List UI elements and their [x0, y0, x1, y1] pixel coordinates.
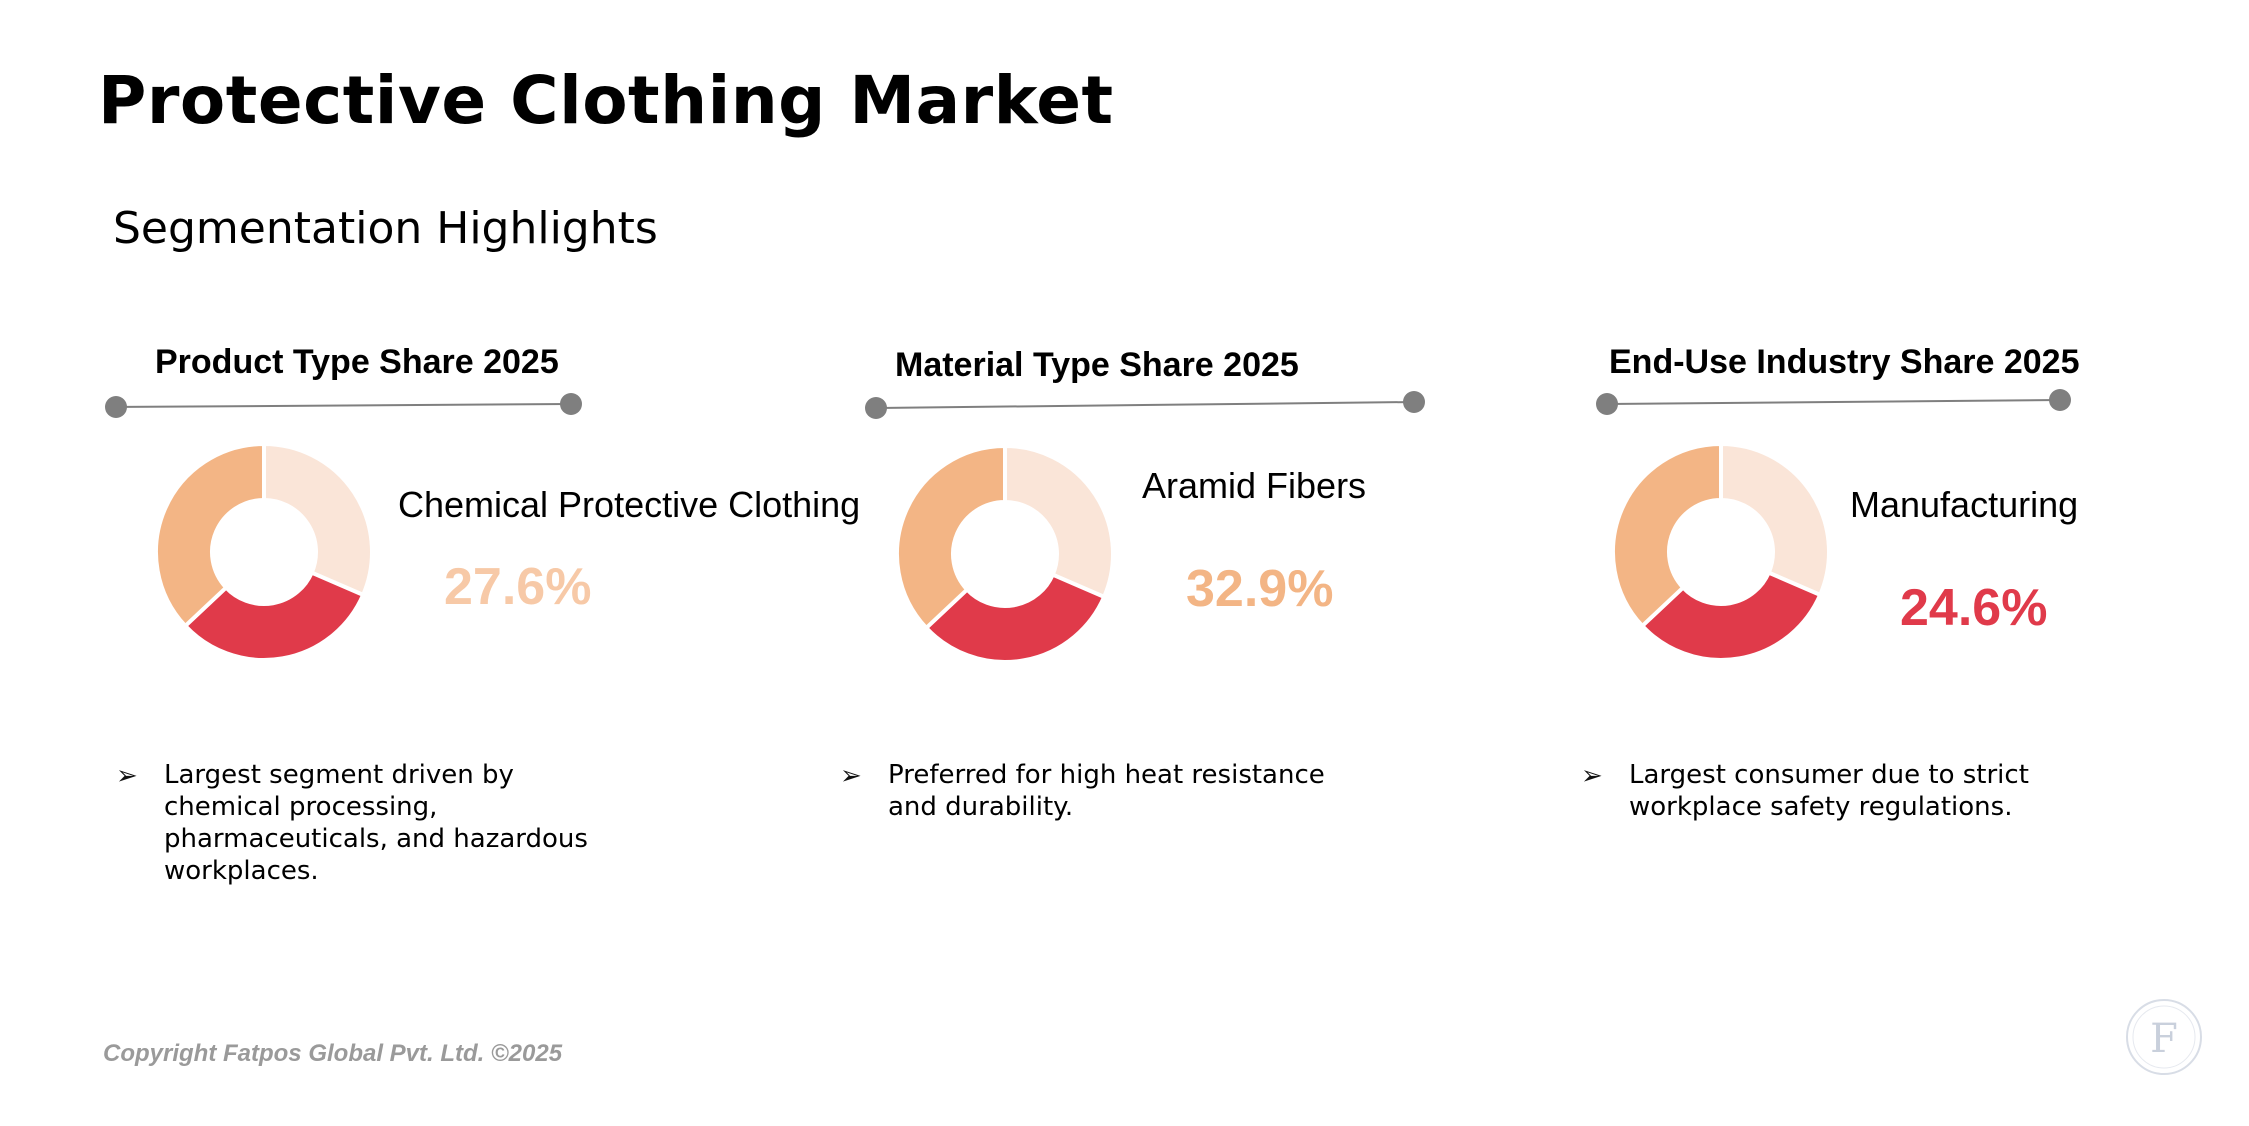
panel-connector [105, 393, 582, 418]
bullet-text: Largest segment driven by chemical proce… [164, 760, 588, 886]
panel-title: End-Use Industry Share 2025 [1609, 343, 2080, 381]
copyright-text: Copyright Fatpos Global Pvt. Ltd. ©2025 [103, 1040, 563, 1067]
donut-chart [895, 444, 1115, 664]
bullet-item: ➢ Largest consumer due to strict workpla… [1581, 759, 2089, 823]
segment-panel-material-type: Material Type Share 2025 Aramid Fibers 3… [840, 0, 1566, 1126]
segment-value: 27.6% [444, 558, 592, 616]
donut-slice-2 [1639, 570, 1823, 662]
donut-segments [895, 444, 1115, 664]
segment-value: 32.9% [1186, 560, 1334, 618]
donut-chart [1611, 442, 1831, 662]
donut-slice-3 [895, 444, 1007, 631]
bullet-item: ➢ Largest segment driven by chemical pro… [116, 759, 604, 887]
segment-label: Aramid Fibers [1142, 465, 1367, 506]
connector-end-dot [560, 393, 582, 415]
donut-slice-2 [923, 572, 1107, 664]
page-subtitle: Segmentation Highlights [113, 203, 658, 254]
fatpos-logo-icon: F [2126, 999, 2202, 1075]
donut-slice-3 [154, 442, 266, 629]
arrow-bullet-icon: ➢ [116, 760, 138, 790]
panel-title: Product Type Share 2025 [155, 343, 559, 381]
segment-panel-product-type: Product Type Share 2025 Chemical Protect… [105, 0, 860, 1126]
segment-label: Chemical Protective Clothing [398, 484, 861, 525]
segment-panel-end-use-industry: End-Use Industry Share 2025 Manufacturin… [1581, 0, 2249, 1126]
bullet-item: ➢ Preferred for high heat resistance and… [840, 759, 1348, 823]
bullet-text: Largest consumer due to strict workplace… [1629, 760, 2029, 822]
donut-slice-3 [1611, 442, 1723, 629]
connector-end-dot [2049, 389, 2071, 411]
connector-start-dot [1596, 393, 1618, 415]
connector-end-dot [1403, 391, 1425, 413]
arrow-bullet-icon: ➢ [840, 760, 862, 790]
page-title: Protective Clothing Market [98, 62, 1114, 139]
bullet-text: Preferred for high heat resistance and d… [888, 760, 1325, 822]
donut-slice-1 [262, 442, 374, 598]
panel-connector [865, 391, 1425, 419]
donut-segments [1611, 442, 1831, 662]
arrow-bullet-icon: ➢ [1581, 760, 1603, 790]
donut-slice-1 [1003, 444, 1115, 600]
panel-connector [1596, 389, 2071, 415]
connector-start-dot [105, 396, 127, 418]
donut-chart [154, 442, 374, 662]
donut-segments [154, 442, 374, 662]
segment-value: 24.6% [1900, 579, 2048, 637]
segment-label: Manufacturing [1850, 484, 2079, 525]
donut-slice-1 [1719, 442, 1831, 598]
connector-start-dot [865, 397, 887, 419]
panel-title: Material Type Share 2025 [895, 346, 1299, 384]
logo-letter: F [2150, 1016, 2178, 1062]
donut-slice-2 [182, 570, 366, 662]
